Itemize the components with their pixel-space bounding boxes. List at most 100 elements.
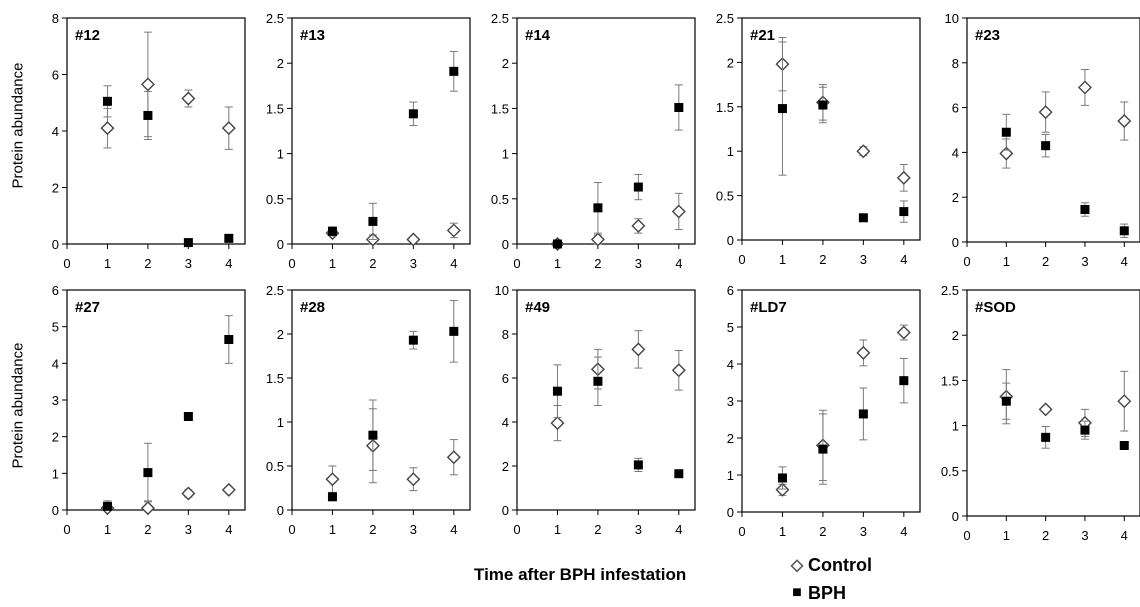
panel-title: #23 xyxy=(975,27,1000,44)
x-tick-label: 4 xyxy=(450,522,457,537)
chart-panel-9: 0 1 2 3 4 5 6 0 1 2 3 4 #LD7 xyxy=(727,283,921,539)
bph-point xyxy=(777,473,787,483)
plot-frame xyxy=(966,17,1140,243)
x-tick-label: 0 xyxy=(63,522,70,537)
y-tick-label: 1.5 xyxy=(266,101,284,116)
panel-title: #14 xyxy=(525,27,551,44)
control-point xyxy=(631,342,646,357)
x-tick-label: 1 xyxy=(329,256,336,271)
y-tick-label: 0.5 xyxy=(716,189,734,204)
x-tick-label: 1 xyxy=(554,256,561,271)
plot-frame xyxy=(741,17,921,241)
y-tick-label: 2 xyxy=(277,56,284,71)
plot-frame xyxy=(66,17,246,245)
x-tick-label: 4 xyxy=(1121,528,1128,543)
y-tick-label: 0.5 xyxy=(491,192,509,207)
x-tick-label: 3 xyxy=(1081,528,1088,543)
y-tick-label: 1 xyxy=(52,466,59,481)
x-tick-label: 3 xyxy=(410,522,417,537)
y-tick-label: 2 xyxy=(952,190,959,205)
y-tick-label: 0 xyxy=(502,237,509,252)
bph-point xyxy=(224,335,234,344)
y-tick-label: 1 xyxy=(277,415,284,430)
y-tick-label: 6 xyxy=(727,283,734,298)
bph-point xyxy=(633,182,643,192)
bph-point xyxy=(858,409,868,419)
y-tick-label: 8 xyxy=(502,327,509,342)
x-tick-label: 1 xyxy=(779,524,786,539)
control-point xyxy=(856,144,871,159)
y-tick-label: 0 xyxy=(727,233,734,248)
control-point xyxy=(100,121,115,136)
bph-point xyxy=(1041,141,1051,151)
bph-point xyxy=(449,326,459,336)
control-point xyxy=(671,204,686,219)
chart-panel-6: 0 1 2 3 4 5 6 0 1 2 3 4 #27 xyxy=(52,283,246,537)
panel-title: #13 xyxy=(300,27,325,44)
y-tick-label: 4 xyxy=(52,124,59,139)
control-point xyxy=(631,218,646,233)
y-tick-label: 10 xyxy=(945,11,959,26)
x-tick-label: 4 xyxy=(900,252,907,267)
y-tick-label: 0 xyxy=(277,503,284,518)
y-tick-label: 4 xyxy=(727,357,734,372)
x-tick-label: 0 xyxy=(738,252,745,267)
control-point xyxy=(1038,105,1053,120)
bph-point xyxy=(1080,205,1090,215)
bph-point xyxy=(143,110,153,120)
chart-panel-10: 0 0.5 1 1.5 2 2.5 0 1 2 3 4 #SOD xyxy=(941,283,1140,543)
x-tick-label: 4 xyxy=(1121,254,1128,269)
x-tick-label: 0 xyxy=(738,524,745,539)
plot-frame xyxy=(966,289,1140,517)
y-axis-label-bottom-text: Protein abundance xyxy=(9,342,27,468)
y-tick-label: 8 xyxy=(952,56,959,71)
x-tick-label: 1 xyxy=(1003,254,1010,269)
plot-frame xyxy=(66,289,246,511)
bph-point xyxy=(183,412,193,421)
y-tick-label: 1.5 xyxy=(941,373,959,388)
control-point xyxy=(856,345,871,360)
y-axis-label-bottom: Protein abundance xyxy=(0,290,36,520)
plot-frame xyxy=(291,289,471,511)
y-tick-label: 1 xyxy=(727,468,734,483)
x-tick-label: 3 xyxy=(860,252,867,267)
x-tick-label: 2 xyxy=(369,256,376,271)
y-tick-label: 0 xyxy=(52,237,59,252)
plot-frame xyxy=(291,17,471,245)
x-tick-label: 3 xyxy=(185,256,192,271)
panel-title: #12 xyxy=(75,27,100,44)
bph-point xyxy=(102,96,112,106)
bph-point xyxy=(633,460,643,470)
x-tick-label: 0 xyxy=(63,256,70,271)
bph-point xyxy=(1041,432,1051,442)
chart-panel-1: 0 2 4 6 8 0 1 2 3 4 #12 xyxy=(52,11,246,271)
y-tick-label: 1 xyxy=(727,144,734,159)
control-point xyxy=(221,482,236,497)
control-point xyxy=(1038,402,1053,417)
bph-point xyxy=(368,430,378,440)
y-axis-label-top: Protein abundance xyxy=(0,10,36,240)
x-tick-label: 3 xyxy=(185,522,192,537)
bph-point xyxy=(899,207,909,217)
chart-panel-8: 0 2 4 6 8 10 0 1 2 3 4 #49 xyxy=(495,283,696,537)
square-icon: ■ xyxy=(792,584,802,601)
bph-point xyxy=(674,102,684,112)
x-tick-label: 3 xyxy=(635,522,642,537)
x-tick-label: 2 xyxy=(1042,528,1049,543)
x-tick-label: 0 xyxy=(513,256,520,271)
y-tick-label: 0 xyxy=(952,509,959,524)
y-tick-label: 2 xyxy=(952,328,959,343)
control-point xyxy=(140,77,155,92)
diamond-icon: ◇ xyxy=(790,557,804,574)
x-tick-label: 4 xyxy=(225,522,232,537)
y-tick-label: 4 xyxy=(52,356,59,371)
plot-frame xyxy=(516,289,696,511)
y-tick-label: 2 xyxy=(277,327,284,342)
bph-point xyxy=(593,203,603,213)
y-tick-label: 3 xyxy=(727,394,734,409)
bph-point xyxy=(102,501,112,511)
y-tick-label: 1.5 xyxy=(491,101,509,116)
x-tick-label: 4 xyxy=(900,524,907,539)
panel-title: #21 xyxy=(750,27,775,44)
